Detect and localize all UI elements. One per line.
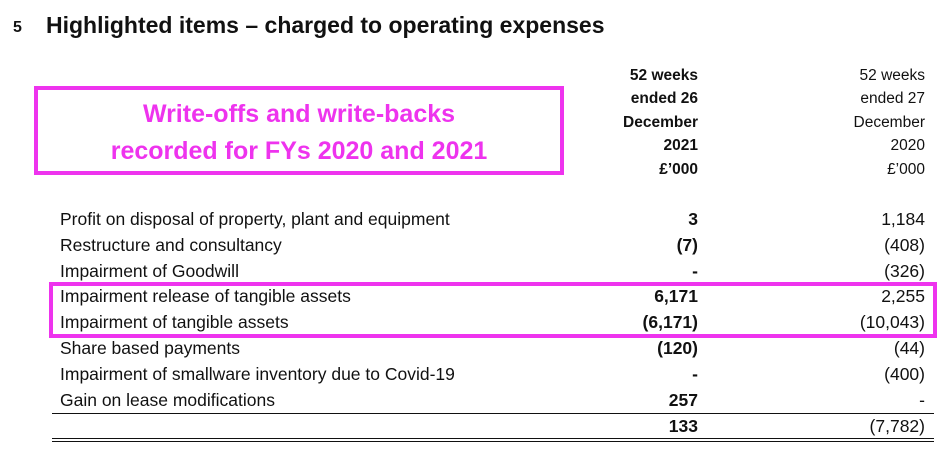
column-header-line: December	[623, 113, 698, 131]
row-label: Impairment release of tangible assets	[60, 286, 351, 307]
table-row: Share based payments (120) (44)	[0, 336, 950, 362]
row-value-2021: (6,171)	[642, 312, 698, 333]
row-value-2020: -	[919, 389, 925, 410]
row-value-2020: 1,184	[881, 209, 925, 229]
row-value-2020: (10,043)	[859, 312, 925, 333]
callout-line-2: recorded for FYs 2020 and 2021	[110, 137, 488, 165]
total-rule-top	[52, 413, 934, 414]
column-header-line: ended 27	[860, 90, 925, 108]
row-value-2020: (408)	[884, 234, 925, 255]
column-header-line: 52 weeks	[629, 67, 698, 84]
table-row: Profit on disposal of property, plant an…	[0, 207, 950, 233]
table-row: Impairment of tangible assets (6,171) (1…	[0, 310, 950, 336]
section-title: Highlighted items – charged to operating…	[46, 12, 605, 38]
column-header-line: 2021	[663, 137, 698, 155]
callout-box: Write-offs and write-backs recorded for …	[34, 86, 564, 175]
column-header-line: 2020	[890, 137, 925, 155]
row-value-2020: (44)	[893, 337, 925, 358]
callout-line-1: Write-offs and write-backs	[142, 100, 456, 128]
total-row: 133 (7,782)	[0, 414, 950, 439]
table-row: Impairment of smallware inventory due to…	[0, 362, 950, 388]
column-header-line: ended 26	[630, 90, 698, 108]
total-rule-bottom-double	[52, 441, 934, 442]
row-value-2021: -	[692, 260, 698, 281]
row-value-2021: 3	[688, 209, 698, 229]
row-value-2021: (120)	[657, 337, 698, 358]
row-value-2020: 2,255	[881, 286, 925, 307]
column-header-2021: 52 weeks ended 26 December 2021 £’000	[498, 64, 698, 181]
row-value-2020: (400)	[884, 363, 925, 384]
column-header-2020: 52 weeks ended 27 December 2020 £’000	[725, 64, 926, 181]
row-label: Gain on lease modifications	[60, 389, 275, 410]
row-label: Impairment of smallware inventory due to…	[60, 363, 455, 384]
total-value-2020: (7,782)	[869, 416, 925, 436]
row-value-2020: (326)	[884, 260, 925, 281]
table-row: Gain on lease modifications 257 -	[0, 388, 950, 414]
table-row: Restructure and consultancy (7) (408)	[0, 233, 950, 259]
row-label: Impairment of tangible assets	[60, 312, 289, 333]
row-label: Profit on disposal of property, plant an…	[60, 209, 450, 229]
column-header-line: 52 weeks	[859, 67, 925, 84]
column-header-line: December	[853, 113, 926, 131]
row-label: Impairment of Goodwill	[60, 260, 239, 281]
column-header-line: £’000	[659, 160, 698, 178]
row-value-2021: (7)	[676, 234, 698, 255]
row-value-2021: 6,171	[654, 286, 698, 307]
column-header-line: £’000	[887, 160, 925, 178]
row-label: Share based payments	[60, 337, 240, 358]
table-row: Impairment of Goodwill - (326)	[0, 259, 950, 285]
row-value-2021: 257	[668, 389, 698, 410]
row-value-2021: -	[692, 363, 698, 384]
section-number: 5	[13, 19, 22, 36]
total-value-2021: 133	[668, 416, 698, 436]
total-rule-bottom	[52, 438, 934, 439]
table-row: Impairment release of tangible assets 6,…	[0, 284, 950, 310]
table-body: Profit on disposal of property, plant an…	[0, 207, 950, 413]
row-label: Restructure and consultancy	[60, 234, 282, 255]
